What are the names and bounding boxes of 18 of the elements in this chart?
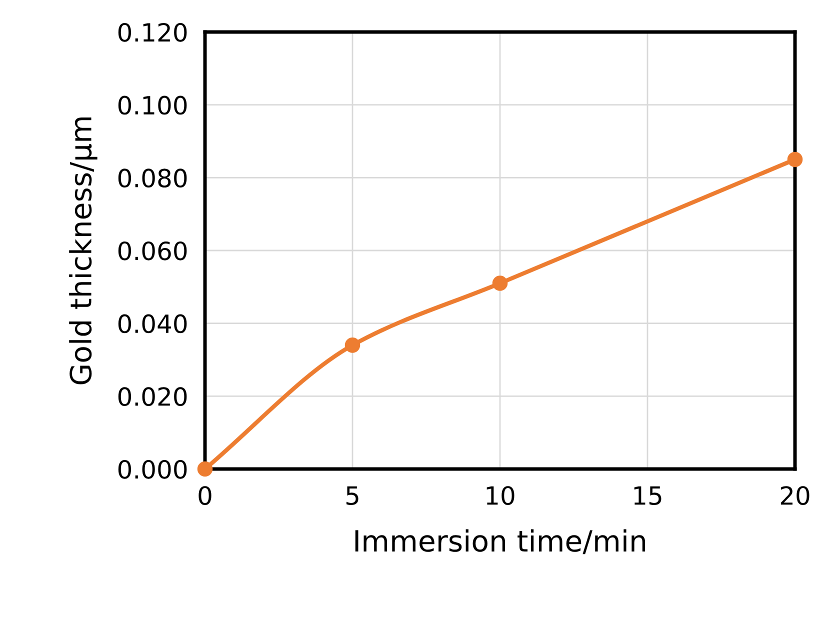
y-axis-title: Gold thickness/µm xyxy=(69,118,98,384)
x-tick-label: 10 xyxy=(486,486,514,506)
point xyxy=(197,461,213,477)
point xyxy=(492,276,508,291)
x-tick-label: 20 xyxy=(780,486,810,506)
x-tick-label: 0 xyxy=(198,486,212,506)
y-tick-label: 0.120 xyxy=(118,22,187,42)
point xyxy=(787,152,803,168)
point xyxy=(344,338,360,353)
y-tick-label: 0.040 xyxy=(118,314,187,334)
y-tick-label: 0.060 xyxy=(118,241,187,260)
y-tick-label: 0.000 xyxy=(118,460,187,479)
x-tick-label: 15 xyxy=(634,486,662,506)
y-tick-label: 0.080 xyxy=(118,168,187,188)
x-tick-label: 5 xyxy=(346,486,358,506)
y-tick-label: 0.100 xyxy=(118,96,187,115)
y-tick-label: 0.020 xyxy=(118,387,187,406)
x-axis-title: Immersion time/min xyxy=(355,529,646,554)
